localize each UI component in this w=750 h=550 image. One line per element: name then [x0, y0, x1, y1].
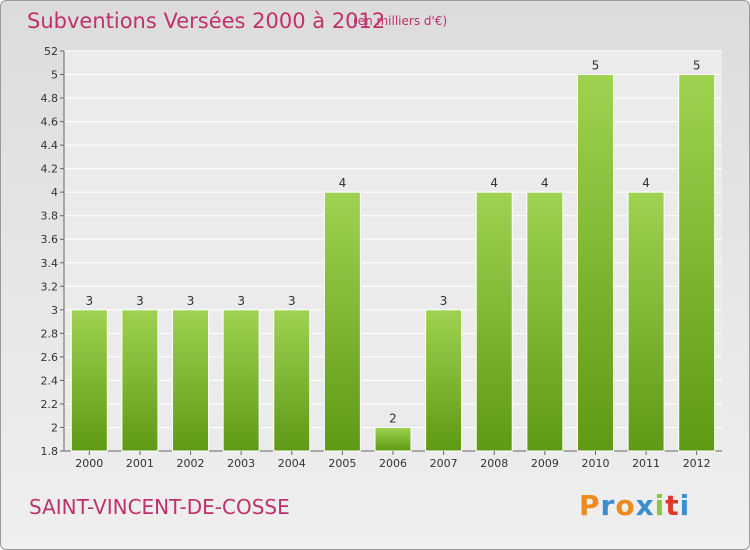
x-tick-label: 2000: [75, 457, 103, 470]
y-tick-label: 3.8: [41, 210, 59, 223]
chart-subtitle: (en milliers d'€): [353, 14, 448, 28]
data-label: 4: [541, 176, 549, 190]
y-tick-label: 3.4: [41, 257, 59, 270]
data-label: 5: [693, 59, 701, 73]
x-tick-label: 2011: [632, 457, 660, 470]
bar[interactable]: [627, 191, 665, 452]
x-tick-label: 2009: [531, 457, 559, 470]
bar[interactable]: [678, 74, 716, 452]
x-tick-label: 2005: [328, 457, 356, 470]
logo-letter: i: [654, 489, 666, 522]
y-tick-label: 4.2: [41, 163, 59, 176]
x-tick-label: 2003: [227, 457, 255, 470]
y-tick-label: 2.8: [41, 327, 59, 340]
data-label: 3: [237, 294, 245, 308]
commune-name: SAINT-VINCENT-DE-COSSE: [29, 495, 290, 519]
logo-letter: t: [665, 489, 680, 522]
y-tick-label: 1.8: [41, 445, 59, 458]
y-tick-label: 2.4: [41, 374, 59, 387]
data-label: 4: [642, 176, 650, 190]
bar[interactable]: [475, 191, 513, 452]
y-tick-label: 4.6: [41, 116, 59, 129]
y-tick-label: 3.2: [41, 280, 59, 293]
logo-letter: o: [615, 489, 636, 522]
y-tick-label: 4: [51, 186, 58, 199]
y-tick-label: 4.8: [41, 92, 59, 105]
x-tick-label: 2004: [278, 457, 306, 470]
y-tick-label: 2: [51, 421, 58, 434]
bar[interactable]: [425, 309, 463, 452]
bar[interactable]: [526, 191, 564, 452]
data-label: 5: [592, 59, 600, 73]
bar[interactable]: [323, 191, 361, 452]
data-label: 4: [490, 176, 498, 190]
chart-title: Subventions Versées 2000 à 2012: [27, 9, 386, 33]
logo-letter: r: [600, 489, 616, 522]
logo-letter: i: [679, 489, 691, 522]
x-tick-label: 2006: [379, 457, 407, 470]
x-tick-label: 2012: [683, 457, 711, 470]
logo-letter: x: [635, 489, 655, 522]
y-tick-label: 4.4: [41, 139, 59, 152]
data-label: 3: [85, 294, 93, 308]
data-label: 3: [288, 294, 296, 308]
data-label: 4: [339, 176, 347, 190]
x-tick-label: 2001: [126, 457, 154, 470]
x-tick-label: 2007: [430, 457, 458, 470]
bar[interactable]: [374, 426, 412, 452]
bar[interactable]: [121, 309, 159, 452]
bar[interactable]: [70, 309, 108, 452]
proxiti-logo[interactable]: Proxiti: [579, 489, 690, 522]
data-label: 3: [136, 294, 144, 308]
data-label: 2: [389, 411, 397, 425]
x-tick-label: 2008: [480, 457, 508, 470]
bar[interactable]: [576, 74, 614, 452]
logo-letter: P: [579, 489, 601, 522]
y-tick-label: 5: [51, 69, 58, 82]
y-tick-label: 2.6: [41, 351, 59, 364]
y-tick-label: 52: [44, 45, 58, 58]
data-label: 3: [440, 294, 448, 308]
bar[interactable]: [273, 309, 311, 452]
y-tick-label: 3: [51, 304, 58, 317]
y-tick-label: 2.2: [41, 398, 59, 411]
data-label: 3: [187, 294, 195, 308]
x-tick-label: 2010: [581, 457, 609, 470]
y-tick-label: 3.6: [41, 233, 59, 246]
plot-background: [64, 51, 722, 451]
x-tick-label: 2002: [177, 457, 205, 470]
bar[interactable]: [222, 309, 260, 452]
bar[interactable]: [172, 309, 210, 452]
